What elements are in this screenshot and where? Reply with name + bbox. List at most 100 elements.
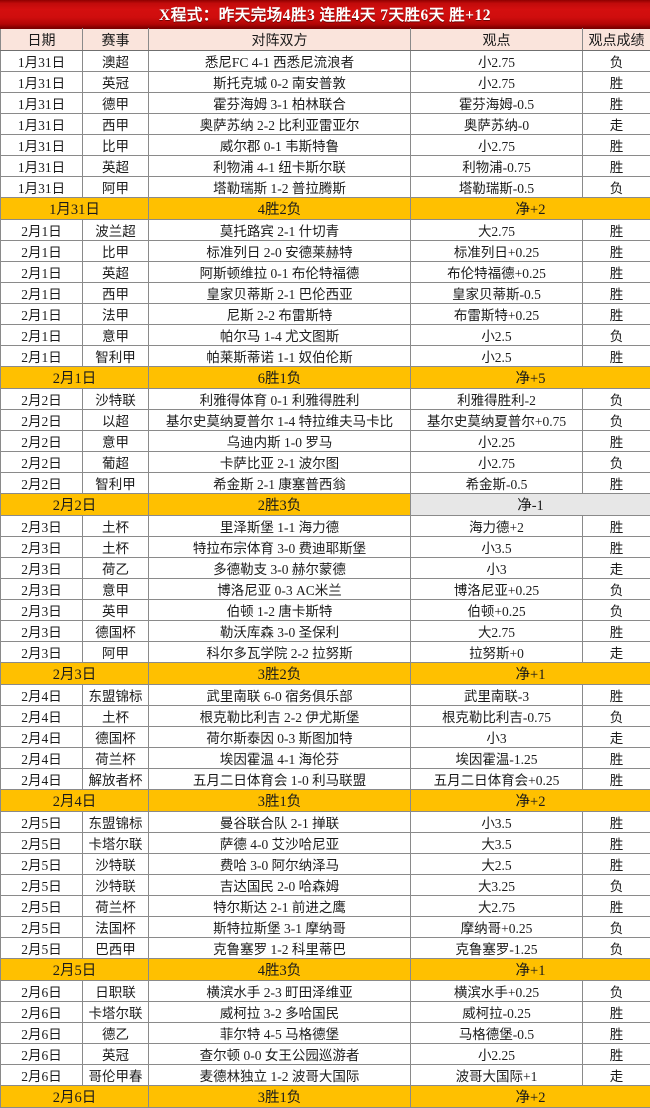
summary-date: 2月5日 bbox=[1, 959, 149, 981]
cell-date: 2月6日 bbox=[1, 1023, 83, 1044]
cell-league: 沙特联 bbox=[83, 854, 149, 875]
cell-date: 2月5日 bbox=[1, 875, 83, 896]
cell-league: 解放者杯 bbox=[83, 769, 149, 790]
cell-result: 负 bbox=[583, 389, 650, 410]
cell-date: 2月1日 bbox=[1, 283, 83, 304]
cell-date: 1月31日 bbox=[1, 72, 83, 93]
cell-league: 巴西甲 bbox=[83, 938, 149, 959]
cell-match: 霍芬海姆 3-1 柏林联合 bbox=[149, 93, 411, 114]
cell-match: 荷尔斯泰因 0-3 斯图加特 bbox=[149, 727, 411, 748]
cell-date: 2月2日 bbox=[1, 410, 83, 431]
cell-result: 胜 bbox=[583, 346, 650, 367]
cell-view: 大2.75 bbox=[411, 220, 583, 241]
cell-view: 标准列日+0.25 bbox=[411, 241, 583, 262]
cell-league: 土杯 bbox=[83, 706, 149, 727]
cell-league: 英甲 bbox=[83, 600, 149, 621]
cell-result: 胜 bbox=[583, 621, 650, 642]
cell-view: 小2.5 bbox=[411, 325, 583, 346]
cell-result: 胜 bbox=[583, 896, 650, 917]
cell-view: 小3.5 bbox=[411, 537, 583, 558]
cell-view: 基尔史莫纳夏普尔+0.75 bbox=[411, 410, 583, 431]
cell-date: 1月31日 bbox=[1, 156, 83, 177]
cell-date: 2月6日 bbox=[1, 1044, 83, 1065]
cell-result: 走 bbox=[583, 114, 650, 135]
cell-result: 负 bbox=[583, 706, 650, 727]
cell-result: 胜 bbox=[583, 262, 650, 283]
cell-result: 胜 bbox=[583, 1044, 650, 1065]
cell-result: 胜 bbox=[583, 135, 650, 156]
cell-date: 2月3日 bbox=[1, 621, 83, 642]
cell-league: 英冠 bbox=[83, 1044, 149, 1065]
cell-league: 日职联 bbox=[83, 981, 149, 1002]
cell-view: 克鲁塞罗-1.25 bbox=[411, 938, 583, 959]
cell-league: 智利甲 bbox=[83, 473, 149, 494]
cell-match: 斯托克城 0-2 南安普敦 bbox=[149, 72, 411, 93]
cell-view: 大3.5 bbox=[411, 833, 583, 854]
cell-league: 法甲 bbox=[83, 304, 149, 325]
cell-result: 走 bbox=[583, 727, 650, 748]
cell-league: 葡超 bbox=[83, 452, 149, 473]
cell-match: 利物浦 4-1 纽卡斯尔联 bbox=[149, 156, 411, 177]
cell-result: 胜 bbox=[583, 812, 650, 833]
cell-result: 胜 bbox=[583, 516, 650, 537]
cell-view: 五月二日体育会+0.25 bbox=[411, 769, 583, 790]
cell-match: 查尔顿 0-0 女王公园巡游者 bbox=[149, 1044, 411, 1065]
cell-date: 2月1日 bbox=[1, 262, 83, 283]
cell-match: 萨德 4-0 艾沙哈尼亚 bbox=[149, 833, 411, 854]
cell-league: 以超 bbox=[83, 410, 149, 431]
cell-match: 多德勒支 3-0 赫尔蒙德 bbox=[149, 558, 411, 579]
cell-league: 荷兰杯 bbox=[83, 748, 149, 769]
cell-league: 比甲 bbox=[83, 135, 149, 156]
cell-match: 皇家贝蒂斯 2-1 巴伦西亚 bbox=[149, 283, 411, 304]
cell-match: 五月二日体育会 1-0 利马联盟 bbox=[149, 769, 411, 790]
cell-date: 2月3日 bbox=[1, 516, 83, 537]
cell-league: 哥伦甲春 bbox=[83, 1065, 149, 1086]
cell-match: 尼斯 2-2 布雷斯特 bbox=[149, 304, 411, 325]
cell-view: 小2.75 bbox=[411, 135, 583, 156]
cell-view: 马格德堡-0.5 bbox=[411, 1023, 583, 1044]
cell-match: 奥萨苏纳 2-2 比利亚雷亚尔 bbox=[149, 114, 411, 135]
cell-match: 威柯拉 3-2 多哈国民 bbox=[149, 1002, 411, 1023]
cell-result: 胜 bbox=[583, 156, 650, 177]
summary-date: 1月31日 bbox=[1, 198, 149, 220]
cell-match: 克鲁塞罗 1-2 科里蒂巴 bbox=[149, 938, 411, 959]
cell-date: 2月6日 bbox=[1, 1002, 83, 1023]
cell-league: 阿甲 bbox=[83, 177, 149, 198]
cell-view: 希金斯-0.5 bbox=[411, 473, 583, 494]
cell-match: 麦德林独立 1-2 波哥大国际 bbox=[149, 1065, 411, 1086]
cell-match: 莫托路宾 2-1 什切青 bbox=[149, 220, 411, 241]
column-header-league: 赛事 bbox=[83, 29, 149, 51]
table-header-row: 日期 赛事 对阵双方 观点 观点成绩 bbox=[1, 29, 650, 51]
cell-match: 威尔郡 0-1 韦斯特鲁 bbox=[149, 135, 411, 156]
cell-view: 伯顿+0.25 bbox=[411, 600, 583, 621]
cell-league: 西甲 bbox=[83, 114, 149, 135]
cell-match: 勒沃库森 3-0 圣保利 bbox=[149, 621, 411, 642]
cell-match: 卡萨比亚 2-1 波尔图 bbox=[149, 452, 411, 473]
summary-net: 净+5 bbox=[411, 367, 650, 389]
cell-result: 胜 bbox=[583, 283, 650, 304]
cell-league: 法国杯 bbox=[83, 917, 149, 938]
cell-date: 2月2日 bbox=[1, 473, 83, 494]
cell-match: 特拉布宗体育 3-0 费迪耶斯堡 bbox=[149, 537, 411, 558]
cell-result: 胜 bbox=[583, 473, 650, 494]
cell-view: 埃因霍温-1.25 bbox=[411, 748, 583, 769]
cell-league: 英超 bbox=[83, 156, 149, 177]
cell-match: 科尔多瓦学院 2-2 拉努斯 bbox=[149, 642, 411, 663]
